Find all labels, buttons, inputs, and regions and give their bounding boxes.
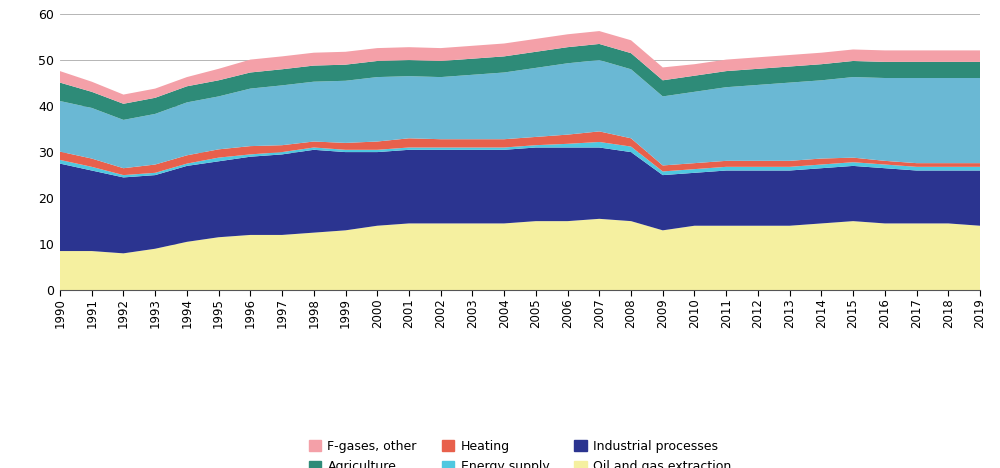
Legend: F-gases, other, Agriculture, Transport, Heating, Energy supply, Industrial proce: F-gases, other, Agriculture, Transport, …: [309, 440, 731, 468]
